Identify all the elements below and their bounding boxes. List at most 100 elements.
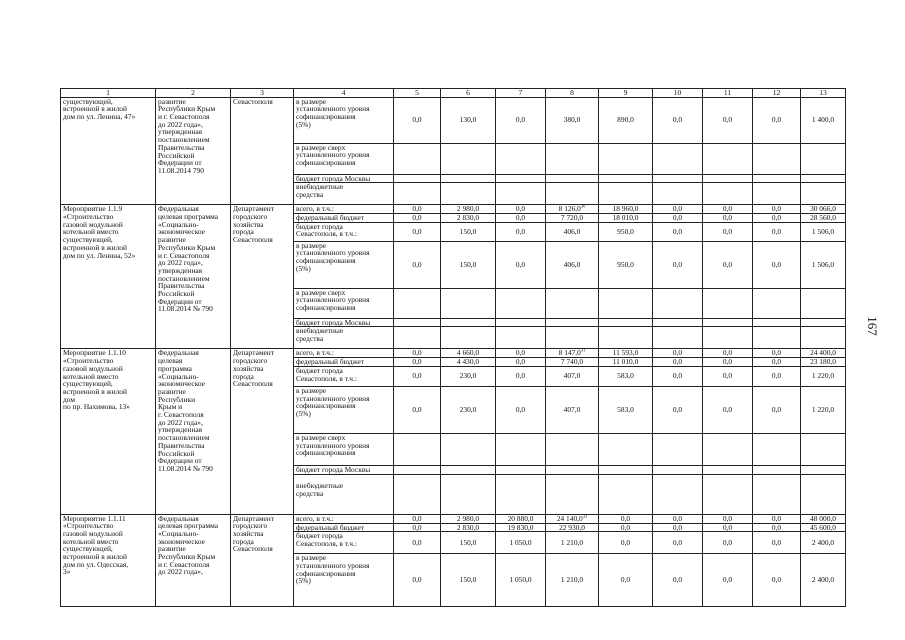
amount-cell [800,326,846,350]
amount-value: 407,0 [563,371,581,381]
amount-cell: 1 220,0 [800,365,846,387]
amount-value: 1 506,0 [811,226,835,236]
amount-cell [752,142,801,175]
amount-cell: 0,0 [752,365,801,387]
amount-value: 0,0 [771,348,782,358]
amount-value: 0,0 [412,348,422,358]
amount-cell: 8 147,031 [545,348,599,359]
amount-cell [495,317,546,328]
column-header: 5 [393,88,441,98]
column-header: 7 [495,88,546,98]
amount-cell: 0,0 [598,513,653,524]
column-header: 13 [800,88,846,98]
amount-cell [440,142,496,175]
amount-value: 22 930,0 [559,523,585,532]
amount-cell: 0,0 [702,221,753,242]
amount-value: 150,0 [459,575,477,585]
amount-value: 0,0 [412,204,422,214]
amount-cell: 0,0 [752,513,801,524]
amount-cell [598,287,653,319]
amount-value: 0,0 [722,226,733,236]
table-row: в размере установленного уровня софинанс… [61,240,846,289]
amount-cell: 1 210,0 [545,553,599,608]
amount-value: 0,0 [412,213,422,222]
amount-value: 23 180,0 [810,357,836,367]
amount-cell: 0,0 [752,357,801,367]
amount-value: 24 400,0 [810,348,836,358]
amount-cell: 30 066,0 [800,204,846,214]
amount-cell [598,432,653,466]
amount-value: 0,0 [412,404,422,414]
amount-value: 0,0 [771,259,782,269]
amount-cell: 150,0 [440,531,496,555]
amount-cell: 0,0 [393,213,441,223]
amount-value: 0,0 [515,371,526,381]
amount-value: 0,0 [672,523,683,532]
column-header: 12 [752,88,801,98]
amount-cell: 19 830,0 [495,522,546,533]
amount-cell: 0,0 [752,240,801,289]
amount-cell: 130,0 [440,96,496,144]
amount-value: 1 210,0 [560,575,584,585]
amount-cell [652,464,703,475]
amount-value: 0,0 [672,537,683,547]
amount-cell [652,473,703,515]
amount-cell: 0,0 [393,204,441,214]
table-row: федеральный бюджет 0,0 2 830,0 0,0 7 720,0 18… [61,213,846,223]
amount-cell: 0,0 [495,96,546,144]
amount-cell: 1 506,0 [800,221,846,242]
amount-value: 2 400,0 [811,537,835,547]
amount-cell [393,432,441,466]
amount-cell: 0,0 [702,385,753,434]
amount-cell [545,473,599,515]
amount-cell: 0,0 [652,522,703,533]
amount-value: 230,0 [459,404,477,414]
amount-cell [652,287,703,319]
amount-cell: 0,0 [702,522,753,533]
funding-source: бюджет города Москвы [293,464,394,475]
funding-source: бюджет города Москвы [293,317,394,328]
amount-value: 406,0 [563,226,581,236]
amount-cell: 0,0 [495,221,546,242]
funding-source: внебюджетные средства [293,326,394,350]
amount-cell: 18 960,0 [598,204,653,214]
amount-cell: 0,0 [752,531,801,555]
amount-cell [652,142,703,175]
amount-cell: 2 980,0 [440,513,496,524]
amount-cell: 0,0 [495,385,546,434]
amount-value: 0,0 [722,404,733,414]
amount-cell [545,287,599,319]
amount-cell [800,432,846,466]
amount-value: 0,0 [672,115,683,125]
amount-cell: 0,0 [702,531,753,555]
amount-cell: 0,0 [598,553,653,608]
funding-source: федеральный бюджет [293,357,394,367]
measure-name: Мероприятие 1.1.11 «Строительство газово… [60,513,156,608]
amount-value: 0,0 [672,371,683,381]
funding-source: в размере установленного уровня софинанс… [293,553,394,608]
amount-cell [800,287,846,319]
column-header: 4 [293,88,394,98]
amount-cell: 0,0 [598,531,653,555]
amount-value: 8 126,0 [558,204,581,214]
amount-value: 0,0 [722,537,733,547]
amount-cell: 406,0 [545,221,599,242]
amount-cell [393,473,441,515]
table-row: федеральный бюджет 0,0 4 430,0 0,0 7 740,0 11… [61,357,846,367]
amount-value: 0,0 [771,537,782,547]
column-header: 6 [440,88,496,98]
amount-value: 0,0 [771,371,782,381]
amount-cell [702,182,753,206]
amount-cell [545,326,599,350]
responsible-executor: Департамент городского хозяйства города … [230,348,294,515]
amount-cell: 0,0 [702,365,753,387]
amount-cell: 11 010,0 [598,357,653,367]
column-header: 8 [545,88,599,98]
amount-value: 0,0 [620,575,631,585]
amount-value: 950,0 [617,259,634,269]
amount-cell [702,173,753,184]
amount-cell: 22 930,0 [545,522,599,533]
amount-cell: 11 593,0 [598,348,653,359]
amount-value: 1 220,0 [811,404,835,414]
amount-cell: 24 140,032 [545,513,599,524]
